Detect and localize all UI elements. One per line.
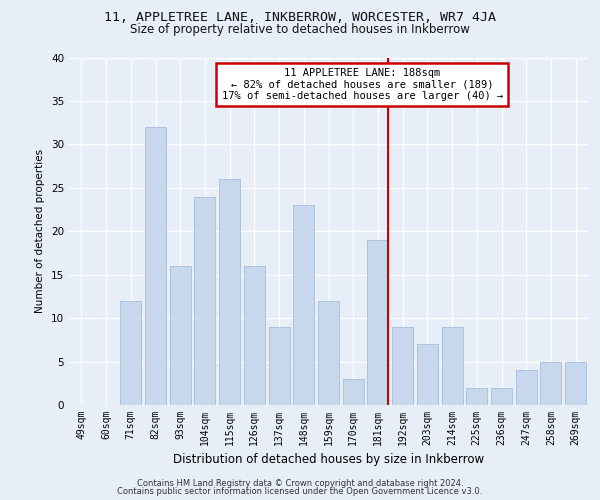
Bar bbox=[565, 362, 586, 405]
Bar bbox=[343, 379, 364, 405]
Bar bbox=[466, 388, 487, 405]
Bar bbox=[219, 179, 240, 405]
Bar bbox=[120, 300, 141, 405]
Bar bbox=[541, 362, 562, 405]
Text: Contains HM Land Registry data © Crown copyright and database right 2024.: Contains HM Land Registry data © Crown c… bbox=[137, 478, 463, 488]
Bar bbox=[194, 196, 215, 405]
Bar bbox=[293, 205, 314, 405]
Bar bbox=[318, 300, 339, 405]
Text: Size of property relative to detached houses in Inkberrow: Size of property relative to detached ho… bbox=[130, 22, 470, 36]
Bar bbox=[442, 327, 463, 405]
Bar bbox=[244, 266, 265, 405]
Bar bbox=[367, 240, 388, 405]
Bar bbox=[170, 266, 191, 405]
Bar bbox=[491, 388, 512, 405]
Y-axis label: Number of detached properties: Number of detached properties bbox=[35, 149, 46, 314]
Text: Contains public sector information licensed under the Open Government Licence v3: Contains public sector information licen… bbox=[118, 487, 482, 496]
Bar bbox=[417, 344, 438, 405]
Bar bbox=[269, 327, 290, 405]
Text: 11 APPLETREE LANE: 188sqm
← 82% of detached houses are smaller (189)
17% of semi: 11 APPLETREE LANE: 188sqm ← 82% of detac… bbox=[221, 68, 503, 101]
Bar bbox=[145, 127, 166, 405]
Text: 11, APPLETREE LANE, INKBERROW, WORCESTER, WR7 4JA: 11, APPLETREE LANE, INKBERROW, WORCESTER… bbox=[104, 11, 496, 24]
Bar bbox=[516, 370, 537, 405]
Bar bbox=[392, 327, 413, 405]
X-axis label: Distribution of detached houses by size in Inkberrow: Distribution of detached houses by size … bbox=[173, 454, 484, 466]
